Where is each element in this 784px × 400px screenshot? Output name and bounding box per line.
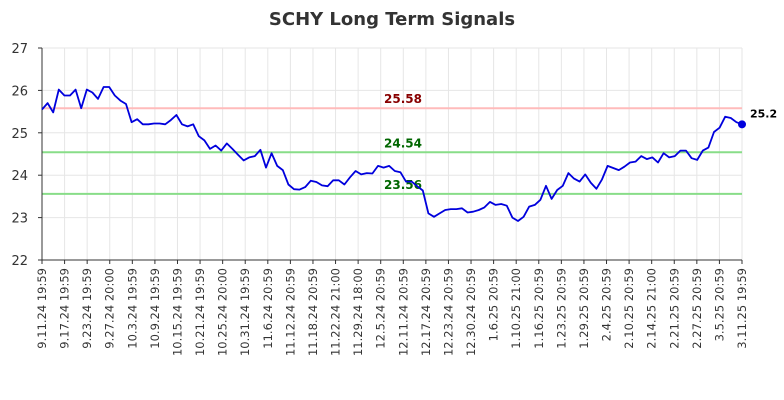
- last-value-label: 25.2: [750, 107, 777, 120]
- x-tick-label: 11.6.24 20:59: [261, 268, 275, 349]
- x-tick-label: 9.11.24 19:59: [35, 268, 49, 349]
- x-tick-label: 11.18.24 20:59: [306, 268, 320, 356]
- x-tick-label: 10.3.24 19:59: [125, 268, 139, 349]
- x-tick-label: 2.10.25 20:59: [622, 268, 636, 349]
- x-tick-label: 3.5.25 20:59: [712, 268, 726, 341]
- last-value: 25.2: [750, 107, 777, 120]
- x-tick-label: 9.23.24 19:59: [80, 268, 94, 349]
- x-tick-label: 12.23.24 20:59: [441, 268, 455, 356]
- x-tick-label: 10.9.24 19:59: [148, 268, 162, 349]
- x-tick-label: 10.31.24 19:59: [238, 268, 252, 356]
- signal-level-label: 25.58: [384, 92, 422, 106]
- x-tick-label: 1.10.25 21:00: [509, 268, 523, 349]
- x-tick-label: 11.22.24 21:00: [329, 268, 343, 356]
- x-tick-label: 2.14.25 21:00: [645, 268, 659, 349]
- x-tick-label: 2.21.25 20:59: [667, 268, 681, 349]
- x-tick-label: 1.29.25 20:59: [577, 268, 591, 349]
- chart-title: SCHY Long Term Signals: [269, 9, 515, 30]
- x-tick-label: 2.4.25 20:59: [600, 268, 614, 341]
- x-tick-label: 12.17.24 20:59: [419, 268, 433, 356]
- x-tick-label: 1.23.25 20:59: [554, 268, 568, 349]
- x-tick-labels: 9.11.24 19:59 9.17.24 19:59 9.23.24 19:59 9…: [35, 260, 749, 356]
- x-tick-label: 11.29.24 18:00: [351, 268, 365, 356]
- y-tick-label: 26: [11, 84, 28, 99]
- x-tick-label: 3.11.25 19:59: [735, 268, 749, 349]
- signal-level-label: 24.54: [384, 136, 422, 150]
- x-tick-label: 1.16.25 20:59: [532, 268, 546, 349]
- grid-lines: [41, 47, 743, 261]
- y-tick-labels: 22 23 24 25 26 27: [11, 42, 42, 269]
- x-tick-label: 10.15.24 19:59: [170, 268, 184, 356]
- y-tick-label: 25: [11, 127, 28, 142]
- x-tick-label: 1.6.25 20:59: [487, 268, 501, 341]
- last-point-marker: [738, 120, 746, 129]
- y-tick-label: 27: [11, 42, 28, 57]
- x-tick-label: 10.25.24 20:00: [216, 268, 230, 356]
- y-tick-label: 23: [11, 212, 28, 227]
- x-tick-label: 11.12.24 20:59: [283, 268, 297, 356]
- x-tick-label: 12.5.24 20:59: [374, 268, 388, 349]
- x-tick-label: 12.30.24 20:59: [464, 268, 478, 356]
- x-tick-label: 9.27.24 20:00: [103, 268, 117, 349]
- price-series: [41, 86, 746, 222]
- x-tick-label: 9.17.24 19:59: [58, 268, 72, 349]
- axes: [41, 48, 742, 261]
- y-tick-label: 22: [11, 254, 28, 269]
- x-tick-label: 10.21.24 19:59: [193, 268, 207, 356]
- x-tick-label: 2.27.25 20:59: [690, 268, 704, 349]
- price-line: [41, 86, 743, 222]
- y-tick-label: 24: [11, 169, 28, 184]
- x-tick-label: 12.11.24 20:59: [396, 268, 410, 356]
